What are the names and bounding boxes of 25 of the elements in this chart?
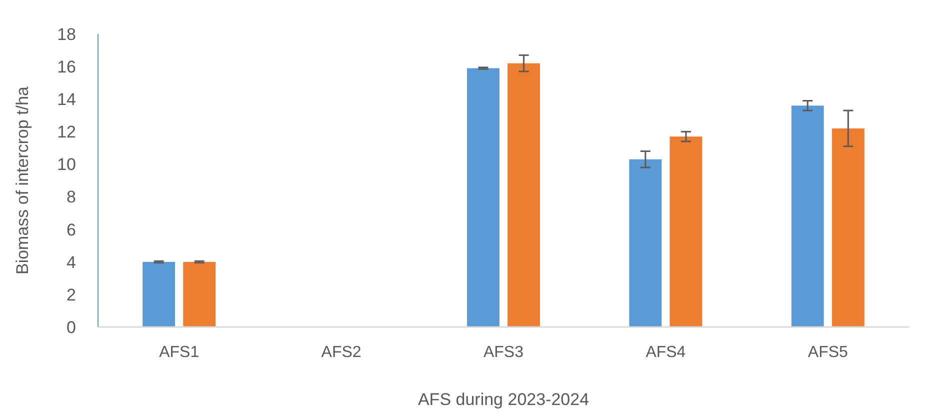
y-axis-title: Biomass of intercrop t/ha: [13, 86, 32, 275]
y-tick-label: 2: [66, 285, 76, 304]
x-tick-label: AFS2: [321, 344, 362, 361]
y-tick-label: 0: [66, 318, 76, 337]
y-tick-label: 6: [66, 220, 76, 240]
x-tick-label: AFS4: [646, 344, 686, 361]
bar: [142, 262, 176, 327]
bar: [508, 63, 540, 327]
y-tick-label: 12: [57, 122, 76, 142]
x-tick-label: AFS3: [483, 344, 524, 361]
y-tick-label: 8: [66, 188, 76, 207]
bar: [791, 106, 824, 327]
y-tick-label: 4: [66, 252, 76, 272]
y-tick-label: 16: [57, 58, 76, 77]
bar: [832, 128, 864, 327]
x-axis-title: AFS during 2023-2024: [418, 390, 590, 409]
bar: [670, 136, 702, 327]
y-tick-label: 14: [57, 90, 76, 110]
x-tick-label: AFS5: [808, 344, 848, 361]
bar: [467, 68, 500, 327]
bar: [183, 262, 216, 327]
x-tick-label: AFS1: [159, 344, 200, 361]
y-tick-label: 10: [57, 155, 76, 174]
y-tick-label: 18: [57, 24, 76, 44]
bar: [629, 159, 662, 327]
